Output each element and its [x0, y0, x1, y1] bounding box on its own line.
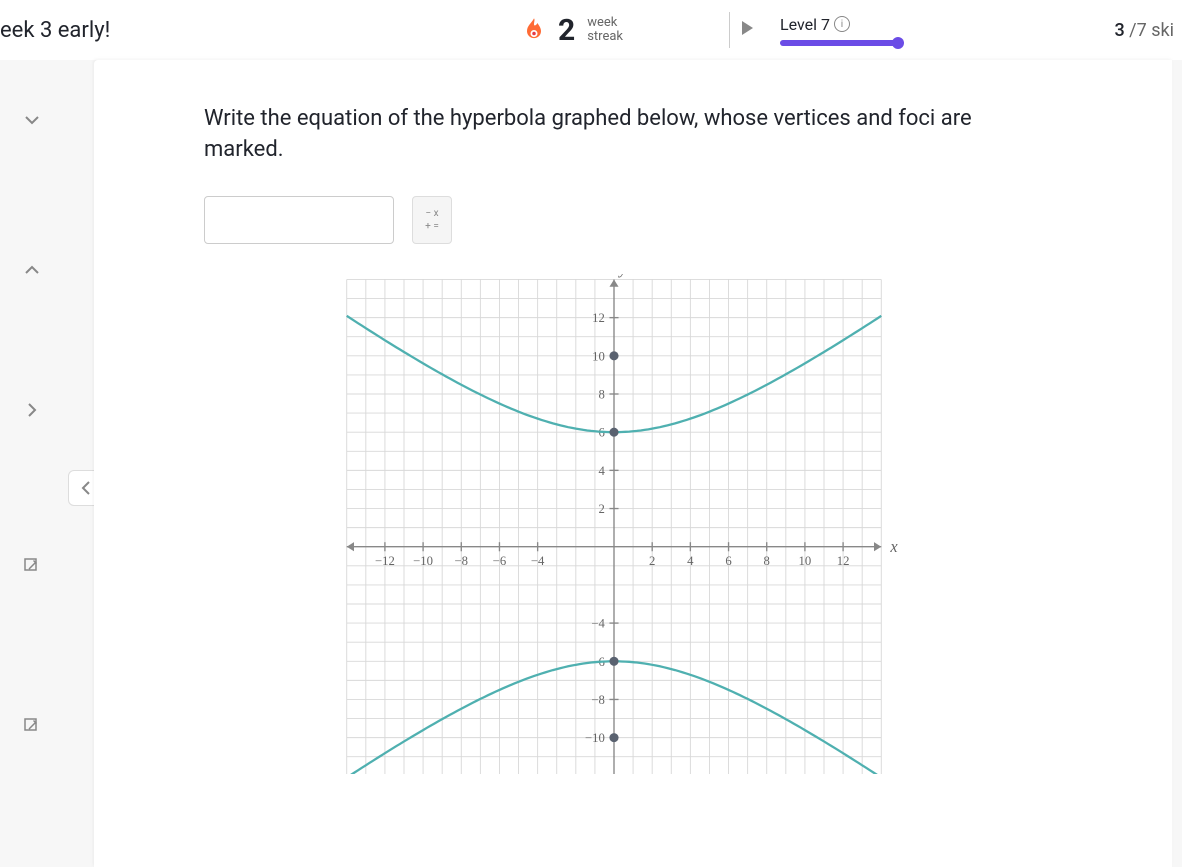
- streak-group: 2 week streak: [520, 13, 623, 48]
- skills-current: 3: [1114, 20, 1124, 41]
- streak-label-1: week: [587, 16, 623, 30]
- svg-text:10: 10: [592, 349, 605, 363]
- svg-text:2: 2: [649, 554, 655, 568]
- svg-text:−12: −12: [375, 554, 395, 568]
- header: eek 3 early! 2 week streak Level 7 i 3 /…: [0, 0, 1182, 60]
- sidebar-next[interactable]: [12, 390, 52, 430]
- content-panel: Write the equation of the hyperbola grap…: [94, 60, 1172, 867]
- streak-number: 2: [558, 13, 575, 48]
- svg-text:4: 4: [599, 464, 606, 478]
- svg-text:10: 10: [799, 554, 812, 568]
- svg-text:−6: −6: [493, 554, 507, 568]
- svg-text:x: x: [889, 537, 898, 556]
- svg-text:12: 12: [592, 311, 605, 325]
- svg-text:4: 4: [687, 554, 694, 568]
- mode-line2: + =: [425, 220, 439, 233]
- answer-row: − x + =: [204, 196, 1132, 244]
- skills-progress: 3 /7 ski: [1114, 20, 1174, 41]
- early-banner-text: eek 3 early!: [0, 18, 110, 43]
- sidebar: [0, 100, 94, 746]
- svg-text:−10: −10: [585, 731, 605, 745]
- level-progress-fill: [780, 40, 900, 46]
- info-icon[interactable]: i: [834, 16, 850, 32]
- svg-text:8: 8: [599, 387, 605, 401]
- svg-text:y: y: [617, 274, 627, 278]
- streak-label: week streak: [587, 16, 623, 45]
- svg-text:−8: −8: [591, 693, 605, 707]
- svg-text:12: 12: [837, 554, 850, 568]
- graph: −12−10−8−6−42468101212108642−4−6−8−10 yx: [314, 274, 914, 774]
- math-keypad-button[interactable]: − x + =: [412, 196, 452, 244]
- sidebar-edit-icon-2[interactable]: [12, 706, 52, 746]
- play-icon[interactable]: [740, 20, 754, 40]
- sidebar-collapse-up[interactable]: [12, 250, 52, 290]
- level-progress-bar: [780, 40, 900, 46]
- svg-text:6: 6: [725, 554, 731, 568]
- sidebar-edit-icon[interactable]: [12, 546, 52, 586]
- question-text: Write the equation of the hyperbola grap…: [204, 104, 984, 166]
- flame-icon: [520, 16, 548, 44]
- level-group: Level 7 i: [780, 15, 900, 46]
- level-text: Level 7 i: [780, 15, 900, 34]
- level-progress-dot: [892, 37, 904, 49]
- streak-label-2: streak: [587, 30, 623, 44]
- level-label: Level 7: [780, 15, 830, 34]
- svg-text:8: 8: [764, 554, 770, 568]
- equation-input[interactable]: [204, 196, 394, 244]
- header-divider: [729, 12, 730, 48]
- svg-text:2: 2: [599, 502, 605, 516]
- svg-text:−4: −4: [591, 616, 605, 630]
- svg-text:−4: −4: [531, 554, 545, 568]
- graph-svg: −12−10−8−6−42468101212108642−4−6−8−10 yx: [314, 274, 914, 774]
- mode-line1: − x: [425, 207, 438, 220]
- svg-text:−10: −10: [413, 554, 433, 568]
- svg-text:−8: −8: [454, 554, 468, 568]
- sidebar-expand-down[interactable]: [12, 100, 52, 140]
- skills-sep: /: [1125, 20, 1137, 41]
- skills-total: 7 ski: [1137, 20, 1174, 41]
